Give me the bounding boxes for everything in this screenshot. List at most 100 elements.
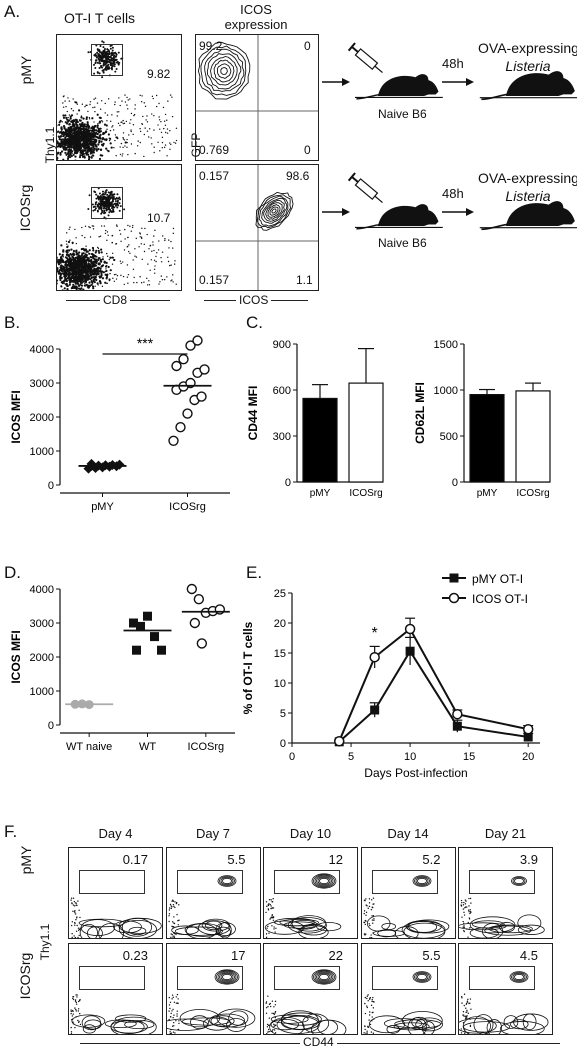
- schematic-row-icosrg: [322, 172, 577, 231]
- c1-ytick-label-3: 900: [273, 339, 291, 351]
- time-label-2: 48h: [442, 186, 464, 201]
- d-point-2-5: [189, 617, 201, 629]
- e-xtick-label-0: 0: [289, 751, 295, 763]
- row-label-pmy: pMY: [18, 55, 34, 85]
- panel-f-gate: [274, 870, 340, 894]
- d-xtick-label-0: WT naive: [66, 741, 112, 753]
- pathogen-label-2a: OVA-expressing: [478, 170, 577, 186]
- c1-ytick-label-0: 0: [285, 477, 291, 489]
- panel-f-contours: [70, 897, 162, 938]
- quad-ul-icosrg: 0.157: [199, 169, 230, 183]
- b-point-1-0: [168, 435, 179, 447]
- row-label-icosrg: ICOSrg: [17, 184, 33, 232]
- panel-a-col2-title-1: ICOS: [240, 2, 272, 17]
- e-ytick-label-5: 25: [274, 588, 286, 600]
- b-point-1-12: [185, 340, 196, 351]
- d-ytick-label-1: 1000: [30, 686, 54, 698]
- contour-rings: [197, 41, 251, 100]
- panel-f-gate-value: 0.23: [122, 948, 148, 963]
- b-ylabel: ICOS MFI: [9, 390, 23, 443]
- b-xtick-label-0: pMY: [91, 501, 114, 513]
- schematic-row-pmy: [322, 42, 577, 101]
- dot-cloud: [57, 187, 177, 290]
- quad-ur-pmy: 0: [304, 39, 311, 53]
- panel-f-contours: [459, 876, 545, 938]
- flow-plot-icosrg-gfp-icos: 0.157 98.6 0.157 1.1: [195, 164, 319, 291]
- c2-bar-1: [515, 390, 551, 483]
- panel-f-day-label-1: Day 7: [196, 826, 230, 841]
- b-xtick-label-1: ICOSrg: [169, 501, 206, 513]
- c2-ytick-label-2: 1000: [434, 385, 458, 397]
- chart-c-cd44-mfi: 0 300 600 900 CD44 MFI pMY ICOSrg: [246, 339, 384, 499]
- panel-f-gate: [79, 870, 145, 894]
- e-ytick-label-3: 15: [274, 648, 286, 660]
- panel-f-day-label-3: Day 14: [387, 826, 429, 841]
- panel-f-gate-value: 5.2: [422, 852, 441, 867]
- e-point-1-4: [522, 723, 534, 735]
- flow-plot-pmy-gfp-icos: 99.2 0 0.769 0: [195, 34, 319, 161]
- b-ytick-label-1: 1000: [30, 446, 54, 458]
- mouse-label-1: Naive B6: [378, 107, 427, 121]
- pathogen-label-1b: Listeria: [505, 58, 551, 74]
- panel-f-gate-value: 5.5: [422, 948, 441, 963]
- flow-dots: [57, 187, 177, 290]
- b-ytick-label-3: 3000: [30, 378, 54, 390]
- b-point-1-4: [196, 391, 207, 402]
- e-point-0-4: [523, 732, 533, 742]
- mouse-label-2: Naive B6: [378, 236, 427, 250]
- d-point-1-0: [129, 618, 138, 628]
- panel-f-plot-pMY-3: 5.2: [360, 847, 456, 939]
- panel-f-cd44-label: CD44: [300, 1035, 337, 1049]
- panel-f-plot-ICOSrg-4: 4.5: [458, 943, 553, 1035]
- cd8-axis-label: CD8: [100, 293, 131, 307]
- e-ylabel: % of OT-I T cells: [241, 621, 255, 714]
- panel-a-col2-title-2: expression: [224, 17, 288, 32]
- thy11-gate: [91, 187, 123, 219]
- panel-f-gate: [79, 966, 145, 990]
- chart-e-kinetics: 0 5 10 15 20 25 % of OT-I T cells 0 5 10 15 20 Days …: [241, 572, 540, 780]
- panel-f-day-label-0: Day 4: [98, 826, 133, 841]
- e-line-0: [338, 649, 529, 743]
- d-xtick-label-1: WT: [139, 741, 156, 753]
- e-ytick-label-2: 10: [274, 678, 286, 690]
- panel-f-gate-value: 22: [328, 948, 343, 963]
- time-label-1: 48h: [442, 56, 464, 71]
- panel-f-contours: [362, 971, 443, 1034]
- c2-ytick-label-1: 500: [440, 431, 458, 443]
- b-sig-label: ***: [137, 335, 154, 351]
- c1-xtick-label-0: pMY: [310, 488, 331, 499]
- b-point-1-2: [182, 408, 193, 419]
- panel-f-gate: [371, 966, 438, 990]
- panel-f-plot-pMY-2: 12: [263, 847, 358, 939]
- d-ytick-label-4: 4000: [30, 584, 54, 596]
- panel-letter-a: A.: [4, 2, 21, 21]
- arrow-head: [466, 78, 474, 86]
- arrow-head: [466, 208, 474, 216]
- syringe-icon: [347, 172, 383, 204]
- panel-f-row-label-pmy: pMY: [18, 845, 34, 875]
- e-point-0-1: [370, 705, 380, 715]
- d-ytick-label-0: 0: [48, 720, 54, 732]
- panel-f-gate: [371, 870, 438, 894]
- e-point-1-2: [404, 623, 416, 635]
- d-point-1-2: [143, 611, 152, 621]
- e-legend-label-1: ICOS OT-I: [472, 592, 528, 606]
- panel-f-contours: [70, 994, 157, 1034]
- panel-f-day-label-4: Day 21: [484, 826, 527, 841]
- contour-rings: [255, 191, 294, 231]
- b-point-1-11: [178, 354, 189, 365]
- gate-value-icosrg: 10.7: [147, 211, 171, 225]
- quad-ll-icosrg: 0.157: [199, 273, 230, 287]
- panel-f-gate-value: 3.9: [519, 852, 538, 867]
- d-point-1-5: [132, 645, 141, 655]
- contour-plot: [196, 165, 318, 290]
- d-point-2-6: [196, 638, 208, 649]
- e-legend-marker-0: [449, 573, 459, 583]
- panel-letter-f: F.: [4, 822, 18, 841]
- panel-f-contours: [265, 969, 347, 1034]
- e-xtick-label-1: 5: [348, 751, 354, 763]
- c2-xtick-label-1: ICOSrg: [516, 488, 549, 499]
- c2-xtick-label-0: pMY: [477, 488, 498, 499]
- c2-bar-0: [469, 393, 505, 483]
- panel-f-gate-value: 4.5: [519, 948, 538, 963]
